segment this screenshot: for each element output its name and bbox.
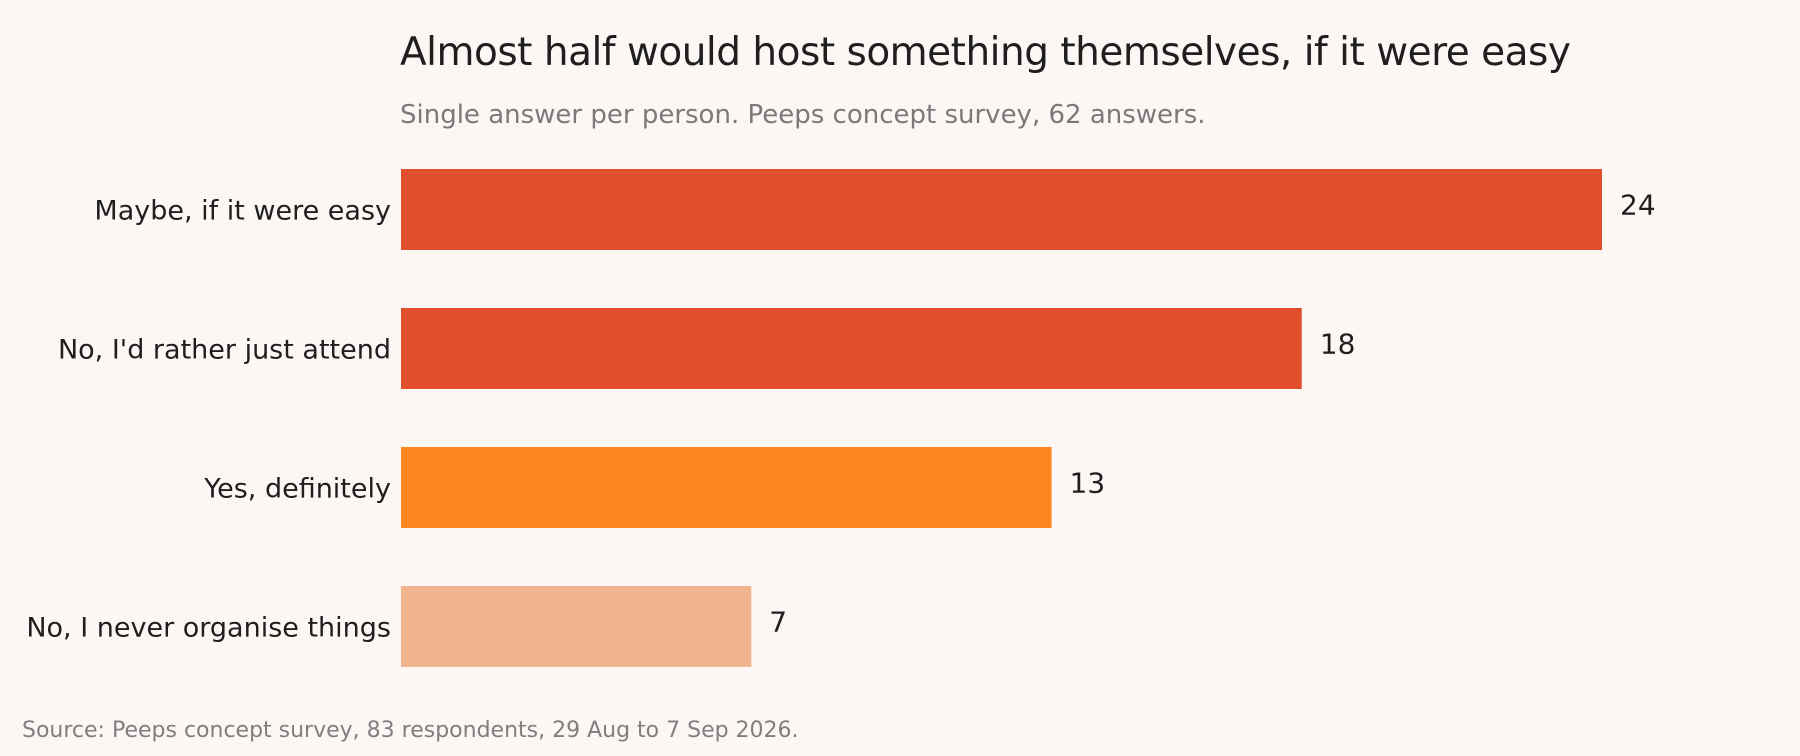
category-label: No, I never organise things xyxy=(26,613,391,644)
category-label: Yes, definitely xyxy=(203,474,391,505)
chart-subtitle: Single answer per person. Peeps concept … xyxy=(400,100,1206,130)
chart-title: Almost half would host something themsel… xyxy=(400,30,1571,75)
value-label: 18 xyxy=(1320,328,1356,361)
bar xyxy=(401,308,1302,389)
source-note: Source: Peeps concept survey, 83 respond… xyxy=(22,718,799,743)
bars-layer: Maybe, if it were easy 24 No, I'd rather j… xyxy=(26,169,1656,667)
bar xyxy=(401,447,1052,528)
bar xyxy=(401,586,752,667)
category-label: Maybe, if it were easy xyxy=(94,196,391,227)
value-label: 24 xyxy=(1620,189,1656,222)
value-label: 13 xyxy=(1070,467,1106,500)
bar xyxy=(401,169,1602,250)
value-label: 7 xyxy=(769,606,787,639)
category-label: No, I'd rather just attend xyxy=(58,335,391,366)
bar-chart: Maybe, if it were easy 24 No, I'd rather j… xyxy=(26,169,1656,667)
